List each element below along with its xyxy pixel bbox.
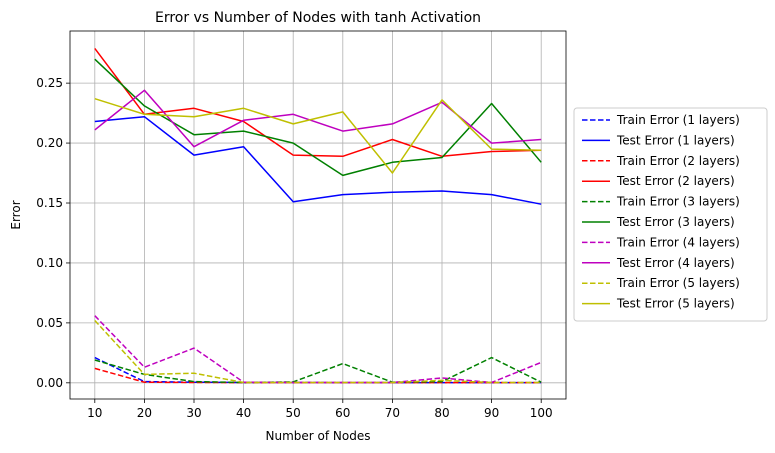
x-axis-ticks: 10 20 30 40 50 60 70 80 90 100 — [87, 399, 553, 420]
legend-label: Train Error (3 layers) — [616, 195, 740, 209]
series-line-train-error-5-layers — [94, 319, 542, 384]
x-tick-label: 10 — [87, 406, 102, 420]
legend-label: Train Error (2 layers) — [616, 154, 740, 168]
legend-label: Train Error (4 layers) — [616, 235, 740, 249]
x-tick-label: 50 — [286, 406, 301, 420]
x-tick-label: 100 — [530, 406, 553, 420]
legend-box — [573, 107, 768, 322]
legend-label: Test Error (4 layers) — [616, 256, 735, 270]
y-tick-label: 0.25 — [36, 76, 63, 90]
y-tick-label: 0.20 — [36, 136, 63, 150]
y-axis-ticks: 0.00 0.05 0.10 0.15 0.20 0.25 — [36, 76, 70, 390]
legend-label: Test Error (1 layers) — [616, 133, 735, 147]
x-tick-label: 30 — [186, 406, 201, 420]
x-tick-label: 20 — [137, 406, 152, 420]
y-tick-label: 0.05 — [36, 316, 63, 330]
series-line-test-error-1-layers — [94, 115, 542, 205]
series-line-train-error-3-layers — [94, 356, 542, 384]
x-tick-label: 90 — [484, 406, 499, 420]
legend-label: Train Error (1 layers) — [616, 113, 740, 127]
legend-label: Test Error (2 layers) — [616, 174, 735, 188]
plot-frame — [69, 30, 567, 400]
x-tick-label: 80 — [434, 406, 449, 420]
x-axis-label: Number of Nodes — [266, 429, 371, 443]
series-layer — [94, 47, 542, 384]
x-tick-label: 60 — [335, 406, 350, 420]
y-tick-label: 0.10 — [36, 256, 63, 270]
x-tick-label: 40 — [236, 406, 251, 420]
legend: Train Error (1 layers) Test Error (1 laye… — [573, 107, 768, 322]
y-tick-label: 0.15 — [36, 196, 63, 210]
series-line-test-error-5-layers — [94, 97, 542, 174]
y-axis-label: Error — [9, 200, 23, 229]
series-line-train-error-4-layers — [94, 315, 542, 384]
legend-label: Test Error (5 layers) — [616, 297, 735, 311]
series-line-test-error-4-layers — [94, 89, 542, 148]
chart-title: Error vs Number of Nodes with tanh Activ… — [155, 10, 481, 26]
legend-label: Train Error (5 layers) — [616, 276, 740, 290]
legend-label: Test Error (3 layers) — [616, 215, 735, 229]
x-tick-label: 70 — [385, 406, 400, 420]
y-tick-label: 0.00 — [36, 376, 63, 390]
series-line-test-error-2-layers — [94, 47, 542, 158]
series-line-test-error-3-layers — [94, 58, 542, 177]
